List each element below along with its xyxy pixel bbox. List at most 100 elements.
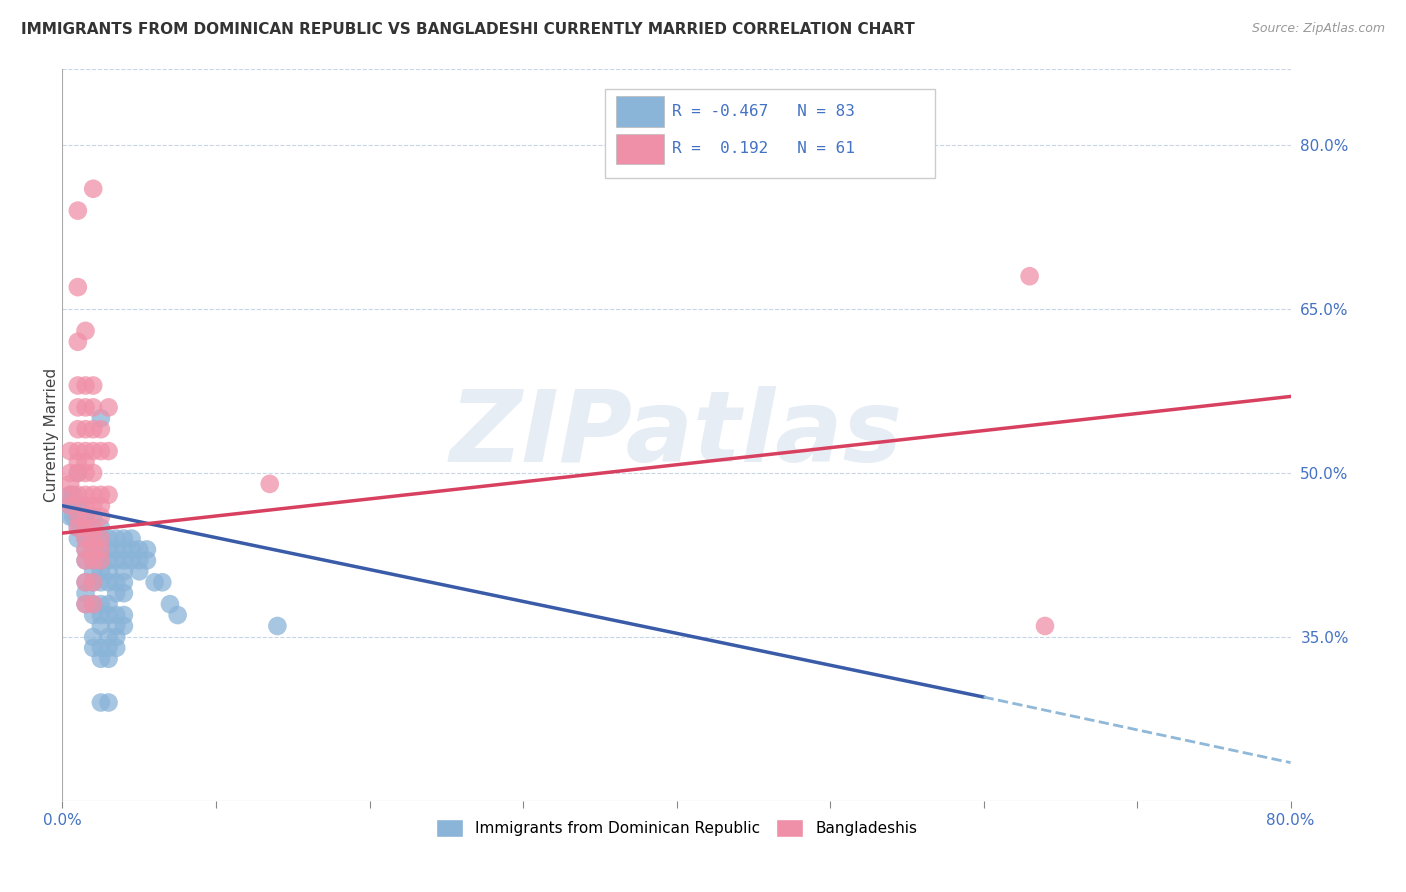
Point: [105, 553, 128, 567]
Point: [66, 532, 89, 546]
Point: [112, 542, 135, 557]
Point: [97, 553, 120, 567]
Point: [128, 565, 150, 579]
Point: [97, 608, 120, 623]
Point: [90, 488, 112, 502]
Point: [66, 509, 89, 524]
Point: [82, 378, 104, 392]
Point: [82, 509, 104, 524]
Point: [66, 203, 89, 218]
Point: [90, 532, 112, 546]
Point: [82, 640, 104, 655]
Point: [112, 608, 135, 623]
Point: [75, 378, 97, 392]
Point: [136, 553, 159, 567]
Point: [82, 565, 104, 579]
Point: [82, 499, 104, 513]
Point: [70, 520, 93, 534]
Point: [90, 509, 112, 524]
Point: [82, 422, 104, 436]
Point: [82, 575, 104, 590]
Point: [75, 597, 97, 611]
Point: [75, 520, 97, 534]
Point: [59, 499, 82, 513]
Point: [90, 619, 112, 633]
Point: [112, 532, 135, 546]
Point: [105, 640, 128, 655]
Point: [75, 532, 97, 546]
Point: [259, 476, 281, 491]
Point: [159, 597, 181, 611]
Point: [97, 640, 120, 655]
Point: [66, 488, 89, 502]
Point: [97, 542, 120, 557]
Legend: Immigrants from Dominican Republic, Bangladeshis: Immigrants from Dominican Republic, Bang…: [427, 812, 925, 845]
Point: [66, 280, 89, 294]
Point: [90, 411, 112, 425]
Point: [66, 455, 89, 469]
Point: [105, 608, 128, 623]
Point: [66, 466, 89, 480]
Point: [66, 378, 89, 392]
Point: [266, 619, 288, 633]
Point: [112, 586, 135, 600]
Point: [75, 597, 97, 611]
Point: [90, 422, 112, 436]
Point: [75, 401, 97, 415]
Text: R = -0.467   N = 83: R = -0.467 N = 83: [672, 104, 855, 119]
Point: [97, 652, 120, 666]
Point: [128, 553, 150, 567]
Point: [82, 466, 104, 480]
Point: [105, 532, 128, 546]
Point: [90, 553, 112, 567]
Point: [128, 542, 150, 557]
Point: [82, 182, 104, 196]
Point: [59, 444, 82, 458]
Point: [82, 532, 104, 546]
Point: [75, 455, 97, 469]
Point: [90, 542, 112, 557]
Point: [59, 488, 82, 502]
Point: [105, 619, 128, 633]
Point: [75, 575, 97, 590]
Point: [1018, 269, 1040, 284]
Point: [97, 401, 120, 415]
Point: [82, 532, 104, 546]
Text: ZIPatlas: ZIPatlas: [450, 386, 903, 483]
Point: [97, 565, 120, 579]
Point: [66, 334, 89, 349]
Point: [82, 401, 104, 415]
Point: [66, 520, 89, 534]
Point: [75, 586, 97, 600]
Point: [1033, 619, 1056, 633]
Point: [75, 324, 97, 338]
Point: [70, 509, 93, 524]
Point: [90, 565, 112, 579]
Point: [97, 575, 120, 590]
Point: [90, 696, 112, 710]
Point: [97, 696, 120, 710]
Point: [90, 499, 112, 513]
Point: [62, 488, 84, 502]
Point: [105, 586, 128, 600]
Point: [75, 509, 97, 524]
Point: [75, 509, 97, 524]
Point: [90, 640, 112, 655]
Point: [112, 575, 135, 590]
Point: [82, 520, 104, 534]
Point: [97, 630, 120, 644]
Point: [121, 532, 143, 546]
Point: [90, 575, 112, 590]
Point: [97, 597, 120, 611]
Point: [66, 444, 89, 458]
Point: [59, 466, 82, 480]
Point: [66, 499, 89, 513]
Point: [66, 520, 89, 534]
Point: [75, 542, 97, 557]
Point: [82, 597, 104, 611]
Text: Source: ZipAtlas.com: Source: ZipAtlas.com: [1251, 22, 1385, 36]
Point: [66, 466, 89, 480]
Point: [105, 575, 128, 590]
Point: [90, 608, 112, 623]
Point: [82, 630, 104, 644]
